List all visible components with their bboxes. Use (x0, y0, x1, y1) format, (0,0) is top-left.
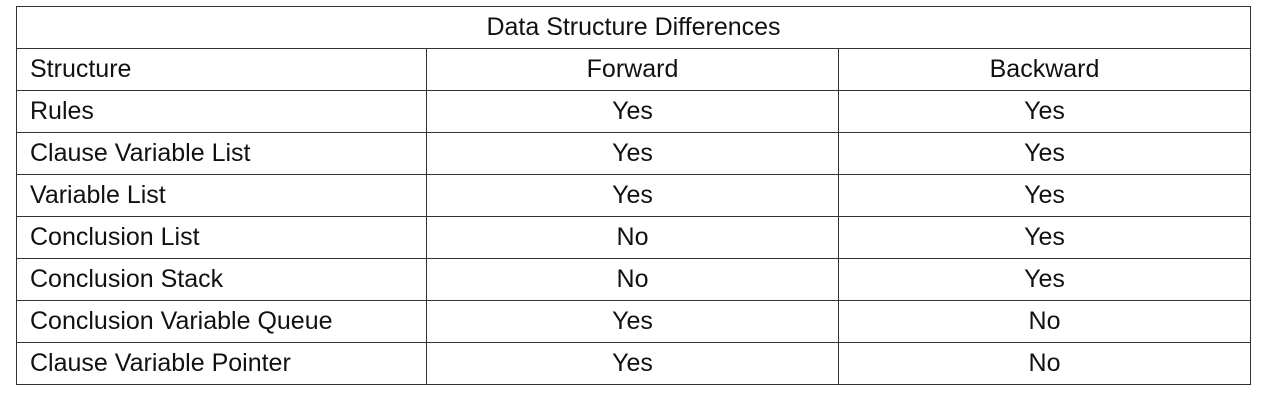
backward-cell: Yes (838, 90, 1251, 133)
table-title: Data Structure Differences (16, 6, 1251, 49)
table-row: Clause Variable List Yes Yes (16, 132, 1251, 175)
backward-cell: Yes (838, 216, 1251, 259)
backward-cell: No (838, 300, 1251, 343)
structure-cell: Clause Variable List (16, 132, 427, 175)
forward-cell: Yes (426, 174, 839, 217)
table-row: Conclusion Variable Queue Yes No (16, 300, 1251, 343)
data-structure-table-container: Data Structure Differences Structure For… (16, 6, 1251, 385)
structure-cell: Rules (16, 90, 427, 133)
header-forward: Forward (426, 48, 839, 91)
forward-cell: Yes (426, 90, 839, 133)
table-row: Conclusion List No Yes (16, 216, 1251, 259)
table-row: Conclusion Stack No Yes (16, 258, 1251, 301)
forward-cell: No (426, 258, 839, 301)
structure-cell: Clause Variable Pointer (16, 342, 427, 385)
table-row: Rules Yes Yes (16, 90, 1251, 133)
structure-cell: Conclusion Stack (16, 258, 427, 301)
backward-cell: Yes (838, 174, 1251, 217)
header-structure: Structure (16, 48, 427, 91)
forward-cell: Yes (426, 342, 839, 385)
table-header-row: Structure Forward Backward (16, 48, 1251, 91)
data-structure-table: Data Structure Differences Structure For… (16, 6, 1251, 385)
backward-cell: Yes (838, 132, 1251, 175)
forward-cell: Yes (426, 132, 839, 175)
structure-cell: Conclusion List (16, 216, 427, 259)
structure-cell: Variable List (16, 174, 427, 217)
backward-cell: No (838, 342, 1251, 385)
header-backward: Backward (838, 48, 1251, 91)
table-row: Variable List Yes Yes (16, 174, 1251, 217)
backward-cell: Yes (838, 258, 1251, 301)
forward-cell: Yes (426, 300, 839, 343)
table-title-row: Data Structure Differences (16, 6, 1251, 49)
table-row: Clause Variable Pointer Yes No (16, 342, 1251, 385)
structure-cell: Conclusion Variable Queue (16, 300, 427, 343)
forward-cell: No (426, 216, 839, 259)
